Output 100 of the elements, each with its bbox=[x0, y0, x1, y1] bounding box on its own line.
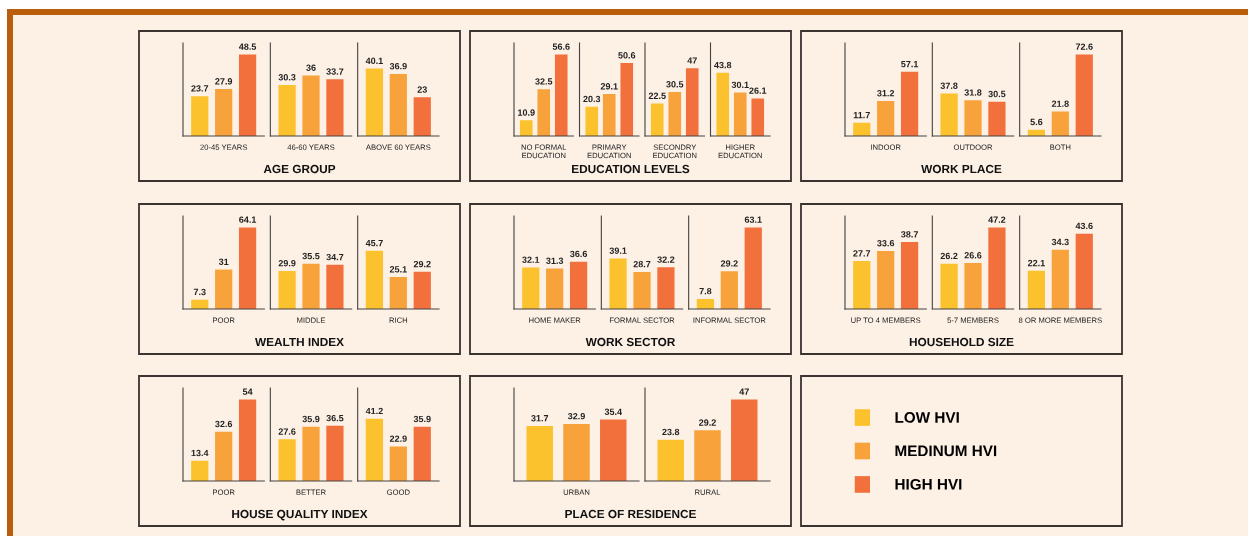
data-label: 23.7 bbox=[191, 85, 209, 92]
bar bbox=[853, 261, 871, 309]
text: PLACE OF RESIDENCE bbox=[565, 509, 696, 519]
data-label: 30.1 bbox=[731, 81, 749, 89]
data-label: 43.6 bbox=[1075, 222, 1093, 230]
data-label: 35.9 bbox=[302, 415, 320, 423]
data-label: 34.3 bbox=[1051, 238, 1069, 246]
bar bbox=[940, 93, 958, 136]
data-label: 54 bbox=[242, 388, 253, 395]
data-label: 29.2 bbox=[413, 260, 431, 268]
bar bbox=[519, 120, 533, 136]
bar bbox=[685, 68, 699, 136]
bar bbox=[668, 92, 682, 136]
legend-label: LOW HVI bbox=[895, 411, 959, 423]
data-label: 29.2 bbox=[699, 419, 716, 426]
data-label: 47 bbox=[739, 388, 749, 395]
data-label: 10.9 bbox=[518, 109, 535, 116]
data-label: 29.9 bbox=[278, 259, 296, 267]
data-label: 25.1 bbox=[389, 266, 407, 273]
bar bbox=[600, 419, 627, 481]
bar bbox=[751, 98, 765, 136]
data-label: 36 bbox=[306, 64, 316, 71]
data-label: 27.6 bbox=[278, 428, 296, 435]
bar bbox=[1051, 249, 1069, 309]
bar bbox=[546, 268, 564, 309]
bar bbox=[191, 96, 209, 136]
data-label: 27.9 bbox=[215, 78, 233, 85]
bar bbox=[744, 227, 762, 309]
data-label: 40.1 bbox=[365, 57, 383, 64]
data-label: 7.3 bbox=[193, 288, 206, 296]
data-label: 31.3 bbox=[546, 257, 564, 264]
data-label: 31.8 bbox=[964, 89, 982, 96]
bar bbox=[238, 227, 257, 309]
data-label: 29.2 bbox=[720, 260, 738, 267]
bar bbox=[720, 271, 738, 309]
legend-label: HIGH HVI bbox=[895, 478, 962, 490]
bar bbox=[657, 439, 684, 481]
bar bbox=[585, 106, 599, 136]
bar bbox=[569, 261, 588, 309]
bar bbox=[650, 103, 664, 136]
data-label: 22.1 bbox=[1027, 259, 1045, 267]
data-label: 26.6 bbox=[964, 252, 982, 259]
bar bbox=[365, 68, 384, 136]
bar bbox=[522, 267, 540, 309]
bar bbox=[326, 79, 344, 136]
data-label: 5.6 bbox=[1030, 118, 1043, 126]
bar bbox=[964, 263, 982, 309]
bar bbox=[988, 101, 1006, 136]
data-label: 48.5 bbox=[238, 43, 257, 50]
data-label: 30.3 bbox=[278, 74, 296, 81]
bar bbox=[389, 73, 407, 136]
data-label: 13.4 bbox=[191, 449, 209, 457]
bar bbox=[940, 263, 958, 309]
data-label: 28.7 bbox=[633, 260, 651, 268]
bar bbox=[326, 264, 344, 309]
data-label: 32.9 bbox=[567, 412, 585, 420]
data-label: 32.6 bbox=[215, 420, 233, 428]
data-label: 39.1 bbox=[609, 247, 627, 254]
text: EDUCATION LEVELS bbox=[572, 164, 690, 174]
bar bbox=[215, 431, 233, 481]
data-label: 45.7 bbox=[365, 239, 383, 247]
data-label: 30.5 bbox=[666, 81, 684, 88]
text: WORK PLACE bbox=[921, 164, 1002, 174]
bar bbox=[620, 63, 634, 136]
data-label: 11.7 bbox=[853, 111, 870, 119]
bar bbox=[609, 258, 627, 309]
data-label: 27.7 bbox=[853, 250, 871, 257]
bar bbox=[238, 399, 257, 481]
text: WEALTH INDEX bbox=[255, 337, 344, 347]
text: AGE GROUP bbox=[263, 164, 336, 174]
data-label: 23.8 bbox=[662, 428, 680, 436]
bar bbox=[215, 269, 233, 309]
data-label: 43.8 bbox=[714, 61, 732, 69]
bar bbox=[537, 89, 551, 136]
data-label: 23 bbox=[417, 86, 427, 93]
data-label: 32.2 bbox=[657, 256, 675, 263]
bar bbox=[302, 426, 320, 481]
bar bbox=[278, 85, 296, 136]
bar bbox=[1051, 111, 1069, 136]
data-label: 22.9 bbox=[389, 435, 407, 442]
data-label: 56.6 bbox=[552, 43, 570, 50]
data-label: 35.9 bbox=[413, 415, 431, 423]
data-label: 22.5 bbox=[648, 92, 666, 100]
bar bbox=[731, 399, 758, 481]
data-label: 31 bbox=[218, 258, 229, 265]
data-label: 47 bbox=[687, 57, 697, 64]
bar bbox=[900, 242, 919, 309]
text: HOUSEHOLD SIZE bbox=[909, 337, 1014, 347]
bar bbox=[1075, 54, 1093, 136]
bar bbox=[733, 92, 747, 136]
data-label: 32.1 bbox=[522, 256, 540, 263]
data-label: 29.1 bbox=[600, 83, 618, 90]
data-label: 72.6 bbox=[1075, 43, 1093, 50]
bar bbox=[694, 430, 721, 481]
bar bbox=[326, 425, 344, 481]
data-label: 63.1 bbox=[744, 216, 762, 223]
data-label: 57.1 bbox=[901, 60, 919, 68]
bar bbox=[853, 122, 871, 136]
bar bbox=[964, 100, 982, 136]
bar bbox=[877, 250, 895, 309]
